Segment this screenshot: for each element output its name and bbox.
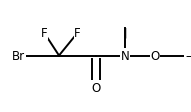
Text: |: |	[124, 27, 127, 37]
Text: F: F	[41, 27, 48, 40]
Text: Br: Br	[12, 50, 25, 62]
Text: N: N	[121, 50, 130, 62]
Text: O: O	[150, 50, 159, 62]
Text: F: F	[74, 27, 81, 40]
Text: O: O	[91, 81, 100, 94]
Text: –: –	[185, 50, 191, 62]
